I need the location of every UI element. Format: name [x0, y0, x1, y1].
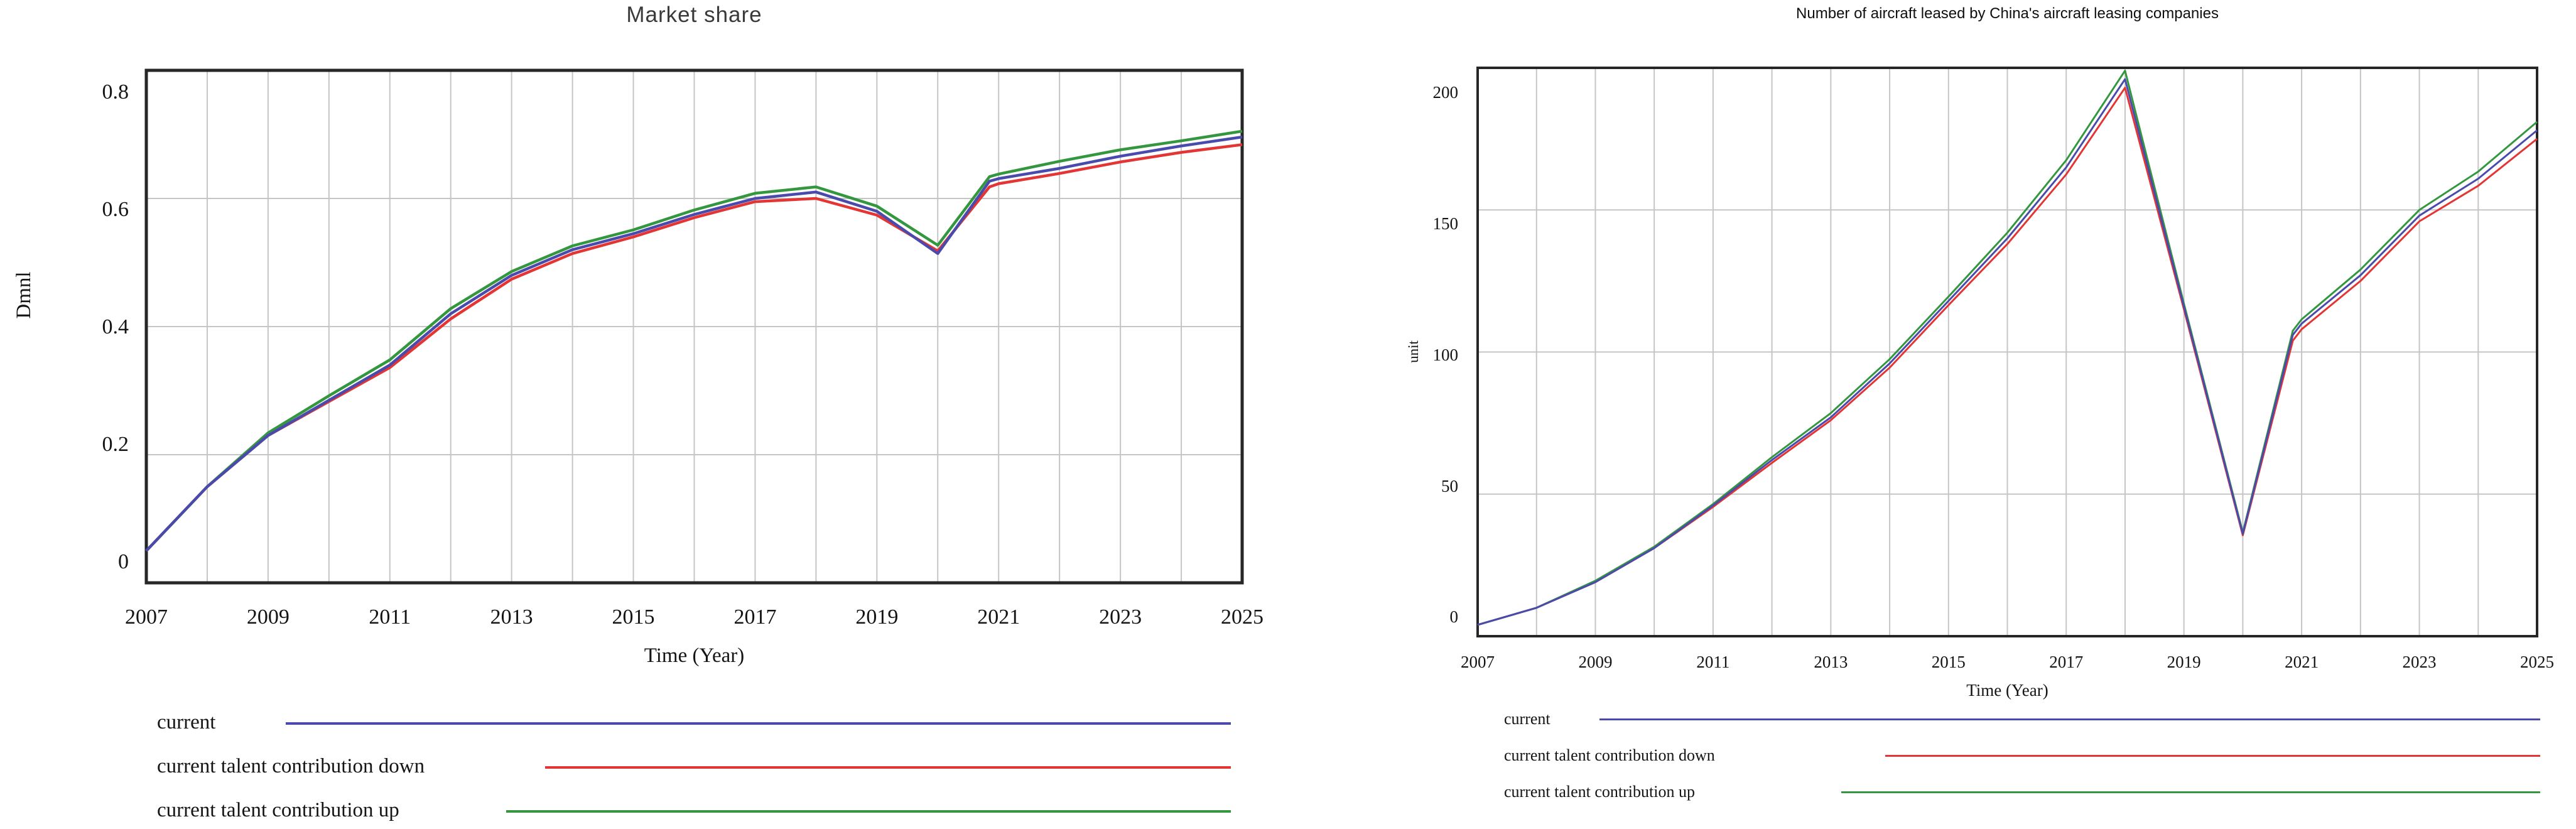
x-tick-label: 2017 [2049, 653, 2083, 671]
x-axis-label: Time (Year) [644, 644, 745, 667]
y-tick-label: 0.2 [102, 433, 129, 456]
x-tick-label: 2007 [125, 605, 168, 629]
legend-line-current [1599, 718, 2540, 720]
series-line-current-talent-contribution-up [145, 129, 1243, 552]
legend-line-current [286, 722, 1231, 725]
x-tick-label: 2007 [1461, 653, 1495, 671]
x-tick-label: 2013 [490, 605, 533, 629]
x-tick-label: 2009 [247, 605, 290, 629]
series-line-current [145, 135, 1243, 552]
x-tick-label: 2023 [2403, 653, 2437, 671]
chart-title: Market share [626, 3, 762, 27]
chart-market-share: 0 0.2 0.4 0.6 0.8 2007 2009 2011 2013 2015 2017 201… [0, 0, 1287, 829]
y-tick-label: 0 [1450, 607, 1459, 626]
y-axis-label: Dmnl [13, 271, 35, 319]
plot-frame [144, 68, 1244, 585]
legend-label-contribution-down: current talent contribution down [157, 755, 425, 778]
y-tick-label: 200 [1433, 83, 1459, 102]
legend-line-contribution-down [1885, 755, 2540, 757]
y-tick-label: 0.4 [102, 315, 129, 339]
legend-label-contribution-up: current talent contribution up [1504, 783, 1695, 801]
x-axis-label: Time (Year) [1966, 681, 2048, 700]
y-tick-label: 50 [1441, 477, 1458, 496]
chart-aircraft-leased: 0 50 100 150 200 2007 2009 2011 2013 2015 2017 2019… [1287, 0, 2576, 829]
legend-line-contribution-down [545, 766, 1231, 769]
x-tick-label: 2019 [855, 605, 898, 629]
legend-line-contribution-up [506, 810, 1231, 813]
x-tick-label: 2011 [369, 605, 411, 629]
chart-title: Number of aircraft leased by China's air… [1796, 5, 2219, 22]
aircraft-leased-plot-svg: 0 50 100 150 200 2007 2009 2011 2013 2015 2017 2019… [1433, 67, 2554, 671]
y-axis-label: unit [1405, 340, 1421, 363]
y-tick-label: 0 [118, 550, 129, 573]
x-tick-label: 2015 [1932, 653, 1966, 671]
x-tick-label: 2021 [977, 605, 1020, 629]
legend-label-contribution-down: current talent contribution down [1504, 746, 1715, 764]
series-line-current [1477, 78, 2538, 626]
legend-label-contribution-up: current talent contribution up [157, 799, 399, 821]
legend-label-current: current [1504, 710, 1550, 728]
legend-label-current: current [157, 711, 216, 734]
legend-line-contribution-up [1841, 791, 2540, 793]
y-tick-label: 0.6 [102, 198, 129, 221]
plot-frame [1476, 67, 2538, 637]
x-tick-label: 2015 [612, 605, 655, 629]
series-line-current-talent-contribution-up [1477, 70, 2538, 626]
y-tick-label: 150 [1433, 214, 1459, 233]
x-tick-label: 2019 [2167, 653, 2201, 671]
y-tick-label: 0.8 [102, 80, 129, 104]
x-tick-label: 2021 [2285, 653, 2319, 671]
x-tick-label: 2025 [1221, 605, 1264, 629]
x-tick-label: 2025 [2520, 653, 2554, 671]
y-tick-label: 100 [1433, 345, 1459, 364]
x-tick-label: 2009 [1578, 653, 1612, 671]
x-tick-label: 2017 [733, 605, 776, 629]
market-share-plot-svg: 0 0.2 0.4 0.6 0.8 2007 2009 2011 2013 2015 2017 201… [102, 68, 1264, 629]
x-tick-label: 2013 [1814, 653, 1848, 671]
x-tick-label: 2011 [1696, 653, 1729, 671]
x-tick-label: 2023 [1099, 605, 1142, 629]
